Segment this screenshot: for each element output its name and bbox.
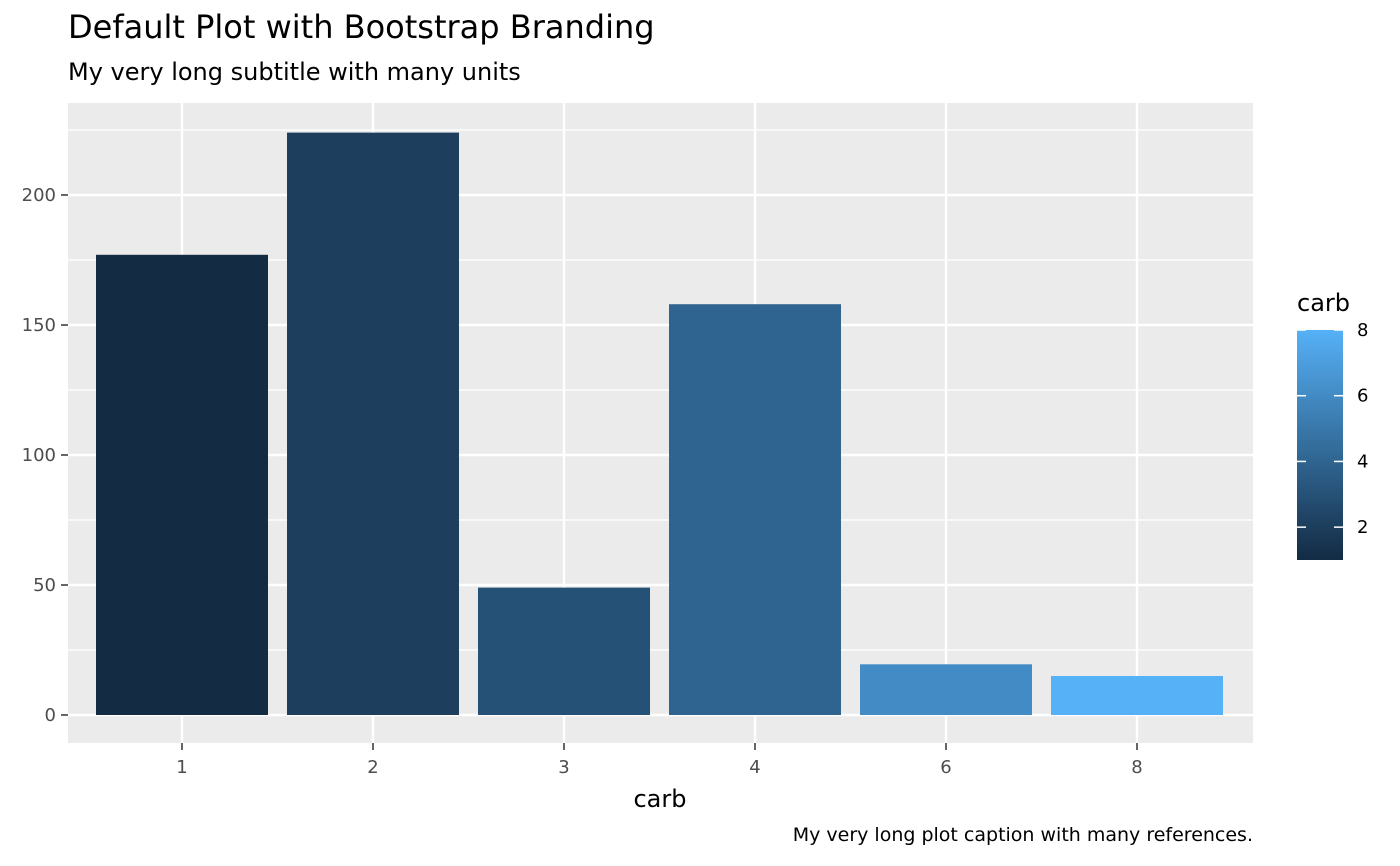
chart-caption: My very long plot caption with many refe… (792, 824, 1253, 846)
x-tick-label: 2 (367, 757, 378, 778)
x-tick-label: 6 (940, 757, 951, 778)
x-axis-title: carb (633, 785, 686, 813)
bar-6 (860, 664, 1032, 715)
bar-8 (1051, 676, 1223, 715)
legend-tick-label: 6 (1357, 386, 1368, 407)
bar-2 (287, 132, 459, 716)
chart-title: Default Plot with Bootstrap Branding (68, 8, 655, 46)
axes: 0 50 100 150 200 1 2 3 4 6 8 (22, 185, 1143, 778)
x-tick-label: 1 (176, 757, 187, 778)
legend-tick-label: 4 (1357, 451, 1368, 472)
legend-tick-label: 8 (1357, 320, 1368, 341)
y-tick-label: 0 (45, 705, 56, 726)
bar-3 (478, 587, 650, 715)
y-tick-label: 150 (22, 315, 56, 336)
x-tick-label: 8 (1131, 757, 1142, 778)
bars (96, 132, 1223, 716)
y-tick-label: 200 (22, 185, 56, 206)
legend-title: carb (1297, 289, 1350, 317)
y-tick-label: 50 (33, 575, 56, 596)
bar-4 (669, 304, 841, 715)
x-tick-label: 3 (558, 757, 569, 778)
y-tick-label: 100 (22, 445, 56, 466)
legend-colorbar (1297, 330, 1343, 560)
bar-1 (96, 254, 268, 716)
legend: carb 2 4 6 8 (1297, 289, 1368, 560)
x-tick-label: 4 (749, 757, 760, 778)
chart-subtitle: My very long subtitle with many units (68, 58, 521, 86)
legend-tick-label: 2 (1357, 517, 1368, 538)
